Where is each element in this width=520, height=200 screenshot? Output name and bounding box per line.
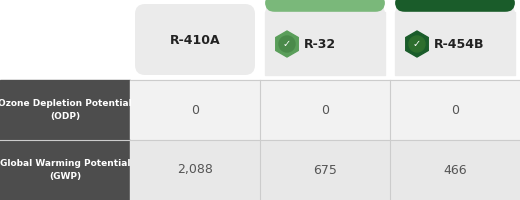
Text: 0: 0 [321, 104, 329, 116]
FancyBboxPatch shape [265, 4, 385, 75]
Bar [390, 80, 520, 140]
Text: 675: 675 [313, 164, 337, 176]
Text: R-32: R-32 [304, 38, 336, 50]
Text: ✓: ✓ [413, 38, 421, 48]
Polygon shape [406, 31, 428, 57]
FancyBboxPatch shape [395, 4, 515, 75]
Text: ✓: ✓ [283, 38, 291, 48]
Text: 0: 0 [191, 104, 199, 116]
Circle shape [409, 36, 425, 52]
Bar [390, 140, 520, 200]
Polygon shape [276, 31, 298, 57]
Text: R-410A: R-410A [170, 33, 220, 46]
Text: 2,088: 2,088 [177, 164, 213, 176]
Bar [130, 140, 260, 200]
Circle shape [279, 36, 295, 52]
Text: R-454B: R-454B [434, 38, 485, 50]
Text: 0: 0 [451, 104, 459, 116]
FancyBboxPatch shape [395, 0, 515, 12]
Bar [130, 80, 260, 140]
Bar [395, 12, 515, 75]
Text: Ozone Depletion Potential
(ODP): Ozone Depletion Potential (ODP) [0, 99, 132, 121]
Bar [0, 80, 130, 140]
Bar [260, 140, 390, 200]
FancyBboxPatch shape [135, 4, 255, 75]
Bar [260, 80, 390, 140]
Bar [0, 140, 130, 200]
Text: 466: 466 [443, 164, 467, 176]
FancyBboxPatch shape [265, 0, 385, 12]
Text: Global Warming Potential
(GWP): Global Warming Potential (GWP) [0, 159, 130, 181]
Bar [265, 12, 385, 75]
